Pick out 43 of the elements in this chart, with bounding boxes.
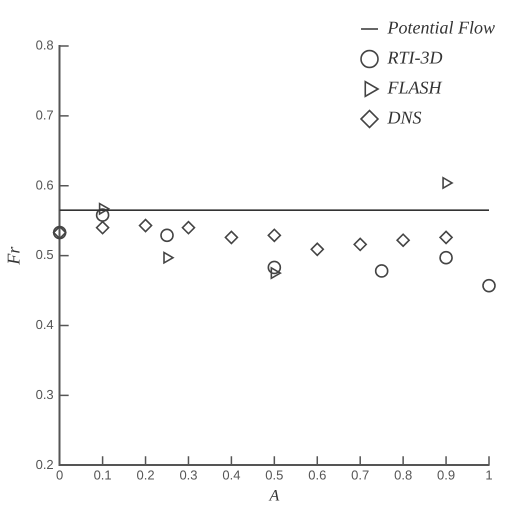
y-tick-label: 0.6 bbox=[36, 177, 54, 192]
point bbox=[439, 230, 453, 244]
x-tick-label: 1 bbox=[485, 468, 493, 483]
legend-label: FLASH bbox=[386, 78, 443, 98]
point bbox=[96, 220, 110, 234]
point bbox=[396, 233, 410, 248]
y-tick-label: 0.7 bbox=[36, 107, 54, 122]
point bbox=[163, 252, 174, 264]
x-tick-label: 0.1 bbox=[94, 468, 112, 483]
point bbox=[442, 176, 453, 189]
y-tick-label: 0.2 bbox=[36, 456, 54, 472]
y-tick-label: 0.3 bbox=[36, 386, 54, 402]
y-axis-title: Fr bbox=[4, 246, 24, 266]
x-tick-label: 0.9 bbox=[437, 468, 456, 483]
x-tick-label: 0.8 bbox=[394, 468, 412, 483]
point bbox=[268, 260, 282, 274]
y-tick-label: 0.5 bbox=[36, 247, 54, 262]
x-axis-title: A bbox=[268, 488, 280, 505]
point bbox=[182, 220, 196, 234]
x-tick-label: 0.2 bbox=[136, 468, 155, 483]
point bbox=[138, 218, 152, 232]
x-tick-label: 0.4 bbox=[222, 468, 240, 483]
point bbox=[268, 228, 282, 242]
point bbox=[353, 238, 367, 252]
y-tick-label: 0.4 bbox=[36, 317, 54, 332]
point bbox=[310, 242, 324, 256]
legend-label: RTI-3D bbox=[386, 48, 443, 68]
legend-label: Potential Flow bbox=[386, 18, 496, 38]
point bbox=[439, 250, 453, 264]
x-tick-label: 0 bbox=[56, 468, 64, 483]
point bbox=[98, 202, 110, 215]
x-tick-label: 0.5 bbox=[265, 468, 284, 483]
point bbox=[482, 278, 496, 292]
x-tick-label: 0.6 bbox=[308, 468, 326, 483]
x-tick-label: 0.3 bbox=[179, 468, 198, 483]
x-tick-label: 0.7 bbox=[351, 468, 370, 483]
point bbox=[96, 208, 110, 222]
y-tick-label: 0.8 bbox=[36, 38, 54, 53]
point bbox=[224, 230, 238, 244]
point bbox=[374, 264, 388, 278]
legend-label: DNS bbox=[386, 108, 422, 128]
point bbox=[160, 228, 174, 242]
point bbox=[270, 267, 282, 280]
